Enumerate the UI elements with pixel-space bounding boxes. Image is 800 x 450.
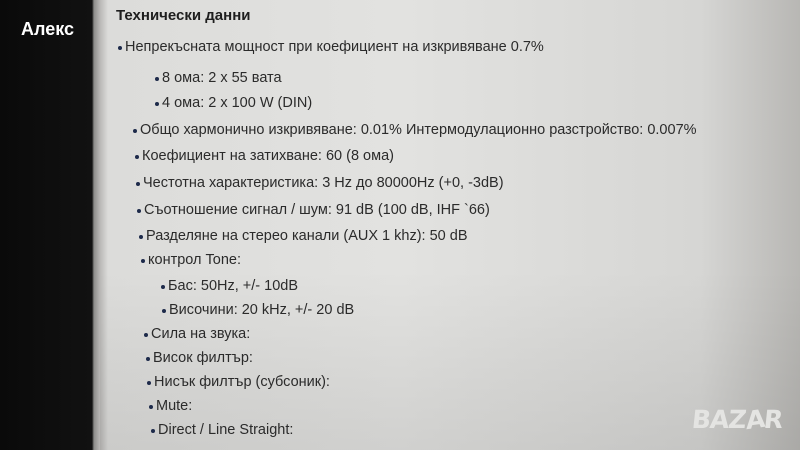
bullet-icon [135, 155, 139, 159]
spec-list-item: Височини: 20 kHz, +/- 20 dB [162, 302, 354, 318]
spec-text: Direct / Line Straight: [158, 422, 294, 438]
spec-list-item: 8 ома: 2 x 55 вата [155, 70, 282, 86]
spec-list-item: Direct / Line Straight: [151, 422, 293, 438]
bullet-icon [151, 429, 155, 433]
bullet-icon [137, 209, 141, 213]
spec-text: Общо хармонично изкривяване: 0.01% Интер… [140, 122, 697, 138]
spec-text: Коефициент на затихване: 60 (8 ома) [142, 148, 394, 164]
section-heading: Технически данни [116, 7, 251, 24]
bullet-icon [144, 333, 148, 337]
spec-text: Разделяне на стерео канали (AUX 1 khz): … [146, 228, 468, 244]
bullet-icon [139, 235, 143, 239]
spec-text: Непрекъсната мощност при коефициент на и… [125, 39, 544, 55]
spec-list-item: Mute: [149, 398, 192, 414]
bullet-icon [162, 309, 166, 313]
bullet-icon [147, 381, 151, 385]
spec-list-item: контрол Tone: [141, 252, 241, 268]
spec-list-item: Общо хармонично изкривяване: 0.01% Интер… [133, 122, 697, 138]
bullet-icon [149, 405, 153, 409]
spec-list-item: Висок филтър: [146, 350, 253, 366]
spec-text: контрол Tone: [148, 252, 241, 268]
spec-text: 4 ома: 2 x 100 W (DIN) [162, 95, 313, 111]
spec-list-item: Бас: 50Hz, +/- 10dB [161, 278, 298, 294]
spec-text: Висок филтър: [153, 350, 253, 366]
spec-text: Височини: 20 kHz, +/- 20 dB [169, 302, 355, 318]
spec-list-item: Разделяне на стерео канали (AUX 1 khz): … [139, 228, 468, 244]
bullet-icon [155, 77, 159, 81]
watermark-text: Алекс [21, 19, 74, 39]
bullet-icon [146, 357, 150, 361]
bullet-icon [118, 46, 122, 50]
bullet-icon [133, 129, 137, 133]
spec-list-item: 4 ома: 2 x 100 W (DIN) [155, 95, 312, 111]
bullet-icon [161, 285, 165, 289]
spec-list-item: Сила на звука: [144, 326, 250, 342]
spec-list-item: Честотна характеристика: 3 Hz до 80000Hz… [136, 175, 504, 191]
spec-list-item: Коефициент на затихване: 60 (8 ома) [135, 148, 394, 164]
spec-list-item: Нисък филтър (субсоник): [147, 374, 330, 390]
spec-text: Бас: 50Hz, +/- 10dB [168, 278, 299, 294]
spec-text: Mute: [156, 398, 193, 414]
spec-text: 8 ома: 2 x 55 вата [162, 70, 282, 86]
spec-text: Честотна характеристика: 3 Hz до 80000Hz… [143, 175, 504, 191]
spec-list-item: Непрекъсната мощност при коефициент на и… [118, 39, 544, 55]
spec-list-item: Съотношение сигнал / шум: 91 dB (100 dB,… [137, 202, 490, 218]
bazar-logo: BAZAR [690, 403, 784, 436]
spec-text: Съотношение сигнал / шум: 91 dB (100 dB,… [144, 202, 490, 218]
spec-text: Сила на звука: [151, 326, 251, 342]
bullet-icon [141, 259, 145, 263]
bullet-icon [136, 182, 140, 186]
bullet-icon [155, 102, 159, 106]
spec-text: Нисък филтър (субсоник): [154, 374, 330, 390]
